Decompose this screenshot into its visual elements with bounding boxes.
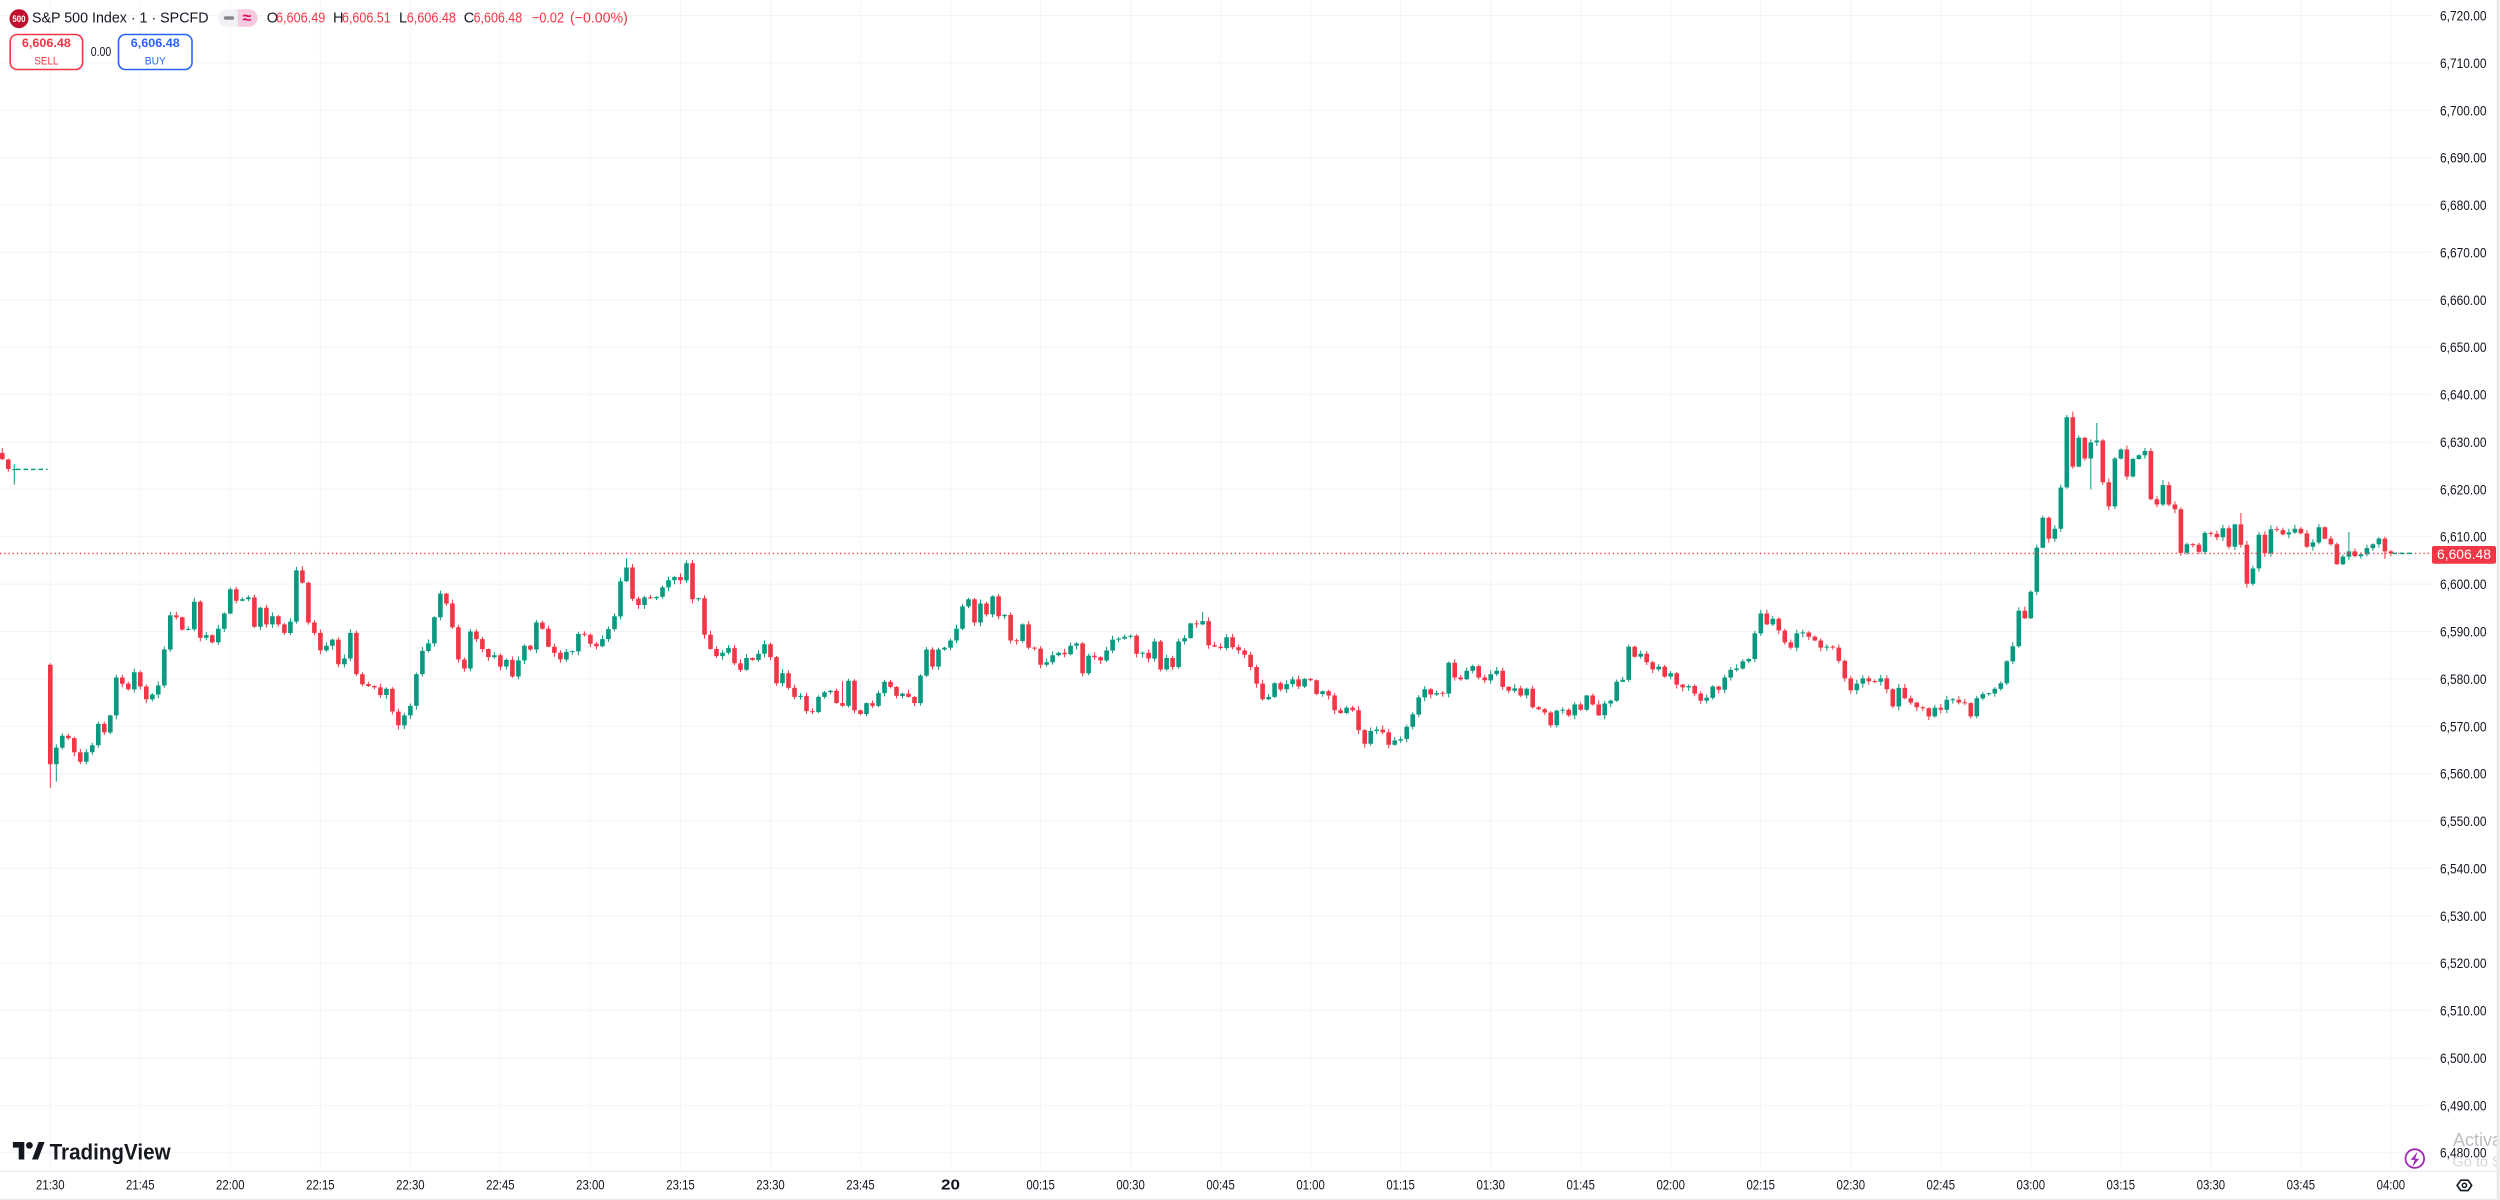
svg-text:01:30: 01:30 <box>1476 1177 1505 1193</box>
svg-text:TradingView: TradingView <box>50 1139 171 1164</box>
svg-text:6,700.00: 6,700.00 <box>2440 102 2487 118</box>
svg-text:6,510.00: 6,510.00 <box>2440 1003 2487 1019</box>
svg-text:00:45: 00:45 <box>1206 1177 1235 1193</box>
svg-text:6,480.00: 6,480.00 <box>2440 1145 2487 1161</box>
svg-text:BUY: BUY <box>145 55 167 67</box>
svg-text:03:45: 03:45 <box>2287 1177 2316 1193</box>
svg-text:6,690.00: 6,690.00 <box>2440 150 2487 166</box>
svg-text:21:30: 21:30 <box>36 1177 65 1193</box>
svg-text:−0.02: −0.02 <box>532 11 564 27</box>
svg-text:02:00: 02:00 <box>1656 1177 1685 1193</box>
svg-text:6,530.00: 6,530.00 <box>2440 908 2487 924</box>
svg-text:6,570.00: 6,570.00 <box>2440 718 2487 734</box>
svg-text:01:00: 01:00 <box>1296 1177 1325 1193</box>
svg-text:03:30: 03:30 <box>2197 1177 2226 1193</box>
svg-text:03:00: 03:00 <box>2017 1177 2046 1193</box>
svg-text:Activate Win: Activate Win <box>2453 1130 2500 1150</box>
svg-text:0.00: 0.00 <box>91 45 112 59</box>
svg-text:6,490.00: 6,490.00 <box>2440 1097 2487 1113</box>
svg-text:SELL: SELL <box>34 55 58 67</box>
svg-text:6,670.00: 6,670.00 <box>2440 244 2487 260</box>
svg-text:02:30: 02:30 <box>1837 1177 1866 1193</box>
svg-text:6,540.00: 6,540.00 <box>2440 860 2487 876</box>
svg-text:6,710.00: 6,710.00 <box>2440 55 2487 71</box>
svg-text:(−0.00%): (−0.00%) <box>570 11 628 27</box>
svg-text:6,606.49: 6,606.49 <box>276 11 325 27</box>
svg-text:20: 20 <box>941 1177 960 1194</box>
svg-text:01:15: 01:15 <box>1386 1177 1415 1193</box>
svg-text:22:45: 22:45 <box>486 1177 515 1193</box>
svg-text:S&P 500 Index · 1 · SPCFD: S&P 500 Index · 1 · SPCFD <box>32 11 209 27</box>
svg-text:6,610.00: 6,610.00 <box>2440 529 2487 545</box>
svg-text:03:15: 03:15 <box>2107 1177 2136 1193</box>
svg-text:6,600.00: 6,600.00 <box>2440 576 2487 592</box>
svg-text:22:15: 22:15 <box>306 1177 335 1193</box>
svg-text:21:45: 21:45 <box>126 1177 155 1193</box>
svg-text:22:30: 22:30 <box>396 1177 425 1193</box>
svg-text:6,606.48: 6,606.48 <box>2437 547 2491 562</box>
svg-text:6,500.00: 6,500.00 <box>2440 1050 2487 1066</box>
svg-text:H: H <box>333 11 343 27</box>
svg-text:23:00: 23:00 <box>576 1177 605 1193</box>
svg-text:23:15: 23:15 <box>666 1177 695 1193</box>
svg-text:C: C <box>464 11 474 27</box>
svg-text:6,580.00: 6,580.00 <box>2440 671 2487 687</box>
svg-text:O: O <box>267 11 278 27</box>
svg-text:6,640.00: 6,640.00 <box>2440 387 2487 403</box>
svg-text:6,606.48: 6,606.48 <box>22 36 71 50</box>
svg-text:6,630.00: 6,630.00 <box>2440 434 2487 450</box>
svg-text:23:45: 23:45 <box>846 1177 875 1193</box>
svg-text:6,560.00: 6,560.00 <box>2440 766 2487 782</box>
svg-text:6,680.00: 6,680.00 <box>2440 197 2487 213</box>
svg-text:L: L <box>399 11 407 27</box>
svg-text:6,606.51: 6,606.51 <box>342 11 391 27</box>
svg-text:23:30: 23:30 <box>756 1177 785 1193</box>
svg-text:6,520.00: 6,520.00 <box>2440 955 2487 971</box>
svg-text:6,590.00: 6,590.00 <box>2440 624 2487 640</box>
svg-text:02:15: 02:15 <box>1746 1177 1775 1193</box>
svg-text:6,720.00: 6,720.00 <box>2440 8 2487 24</box>
svg-text:6,620.00: 6,620.00 <box>2440 481 2487 497</box>
svg-text:6,606.48: 6,606.48 <box>474 11 523 27</box>
svg-text:6,650.00: 6,650.00 <box>2440 339 2487 355</box>
svg-text:Go to Settin: Go to Settin <box>2453 1155 2500 1171</box>
svg-text:6,660.00: 6,660.00 <box>2440 292 2487 308</box>
svg-text:00:15: 00:15 <box>1026 1177 1055 1193</box>
svg-text:500: 500 <box>12 14 25 24</box>
svg-text:6,606.48: 6,606.48 <box>131 36 180 50</box>
svg-text:6,606.48: 6,606.48 <box>407 11 456 27</box>
svg-text:01:45: 01:45 <box>1566 1177 1595 1193</box>
svg-text:00:30: 00:30 <box>1116 1177 1145 1193</box>
svg-text:6,550.00: 6,550.00 <box>2440 813 2487 829</box>
svg-text:02:45: 02:45 <box>1927 1177 1956 1193</box>
svg-text:04:00: 04:00 <box>2377 1177 2406 1193</box>
svg-text:≈: ≈ <box>243 10 252 27</box>
svg-text:22:00: 22:00 <box>216 1177 245 1193</box>
